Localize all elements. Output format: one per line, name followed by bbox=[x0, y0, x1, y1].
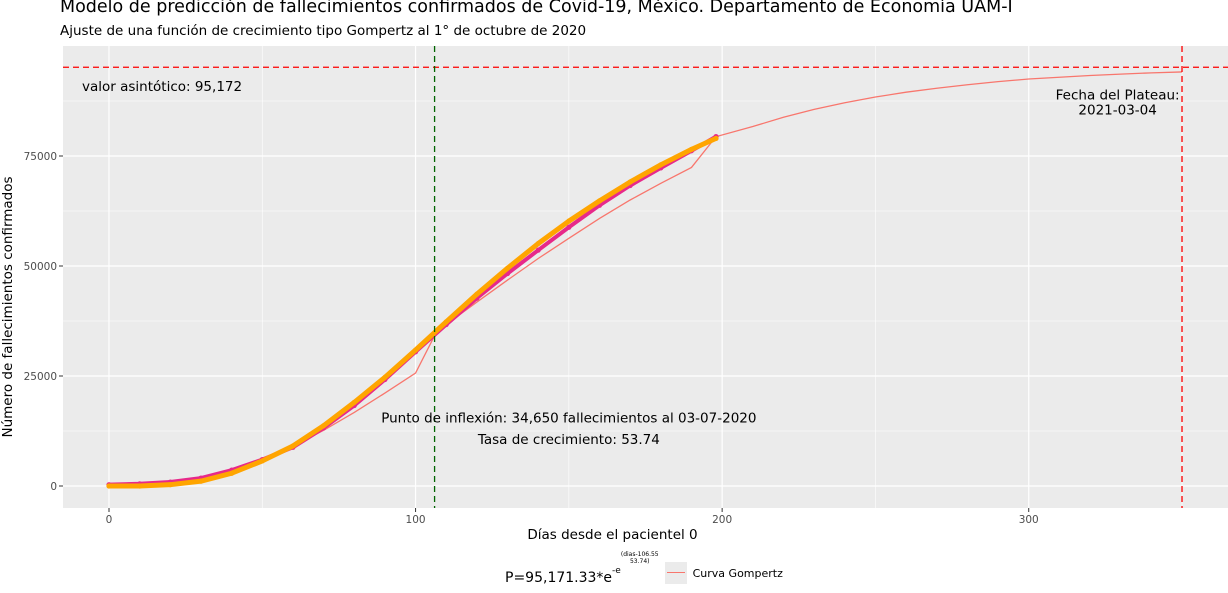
data-point bbox=[535, 247, 541, 253]
formula-base: P=95,171.33*e bbox=[505, 570, 613, 586]
legend-entry-label: Curva Gompertz bbox=[692, 566, 783, 580]
annotation-text: Tasa de crecimiento: 53.74 bbox=[477, 432, 660, 448]
chart-title: Modelo de predicción de fallecimientos c… bbox=[60, 0, 1013, 17]
data-point bbox=[412, 347, 419, 353]
x-tick-label: 300 bbox=[1019, 514, 1039, 526]
annotation-text: 2021-03-04 bbox=[1078, 103, 1156, 119]
data-point bbox=[566, 218, 572, 224]
data-point bbox=[596, 198, 603, 204]
data-point bbox=[320, 423, 327, 429]
data-point bbox=[713, 135, 719, 141]
data-point bbox=[198, 478, 204, 484]
y-tick-label: 75000 bbox=[24, 151, 57, 163]
data-point bbox=[474, 291, 480, 297]
annotation-text: Fecha del Plateau: bbox=[1056, 88, 1180, 104]
y-axis-title: Número de fallecimientos confirmados bbox=[0, 176, 16, 437]
legend: P=95,171.33*e-e(dias-106.55 53.74) Curva … bbox=[505, 551, 783, 586]
data-point bbox=[566, 224, 572, 230]
legend-formula: P=95,171.33*e-e(dias-106.55 53.74) bbox=[505, 551, 659, 586]
data-point bbox=[382, 374, 388, 380]
annotation-text: valor asintótico: 95,172 bbox=[82, 79, 242, 95]
data-point bbox=[688, 146, 695, 152]
data-point bbox=[627, 179, 633, 185]
data-point bbox=[106, 483, 112, 489]
data-point bbox=[535, 240, 541, 247]
y-tick-label: 25000 bbox=[24, 371, 57, 383]
x-tick-label: 0 bbox=[106, 514, 113, 526]
data-point bbox=[351, 399, 357, 405]
data-point bbox=[137, 483, 143, 489]
data-point bbox=[290, 443, 296, 449]
x-tick-label: 100 bbox=[406, 514, 426, 526]
data-point bbox=[443, 319, 449, 325]
y-tick-label: 50000 bbox=[24, 261, 57, 273]
data-point bbox=[259, 458, 265, 464]
legend-key-line bbox=[664, 562, 687, 584]
data-point bbox=[229, 470, 235, 476]
data-point bbox=[658, 162, 664, 168]
x-tick-label: 200 bbox=[712, 514, 732, 526]
formula-fraction: (dias-106.55 53.74) bbox=[620, 551, 659, 565]
y-tick-label: 0 bbox=[50, 481, 57, 493]
data-point bbox=[504, 265, 511, 271]
chart-subtitle: Ajuste de una función de crecimiento tip… bbox=[60, 23, 587, 39]
formula-exponent: -e(dias-106.55 53.74) bbox=[612, 551, 659, 576]
data-point bbox=[167, 482, 173, 488]
annotation-text: Punto de inflexión: 34,650 fallecimiento… bbox=[381, 411, 756, 427]
x-axis-title: Días desde el pacientel 0 bbox=[527, 527, 697, 543]
